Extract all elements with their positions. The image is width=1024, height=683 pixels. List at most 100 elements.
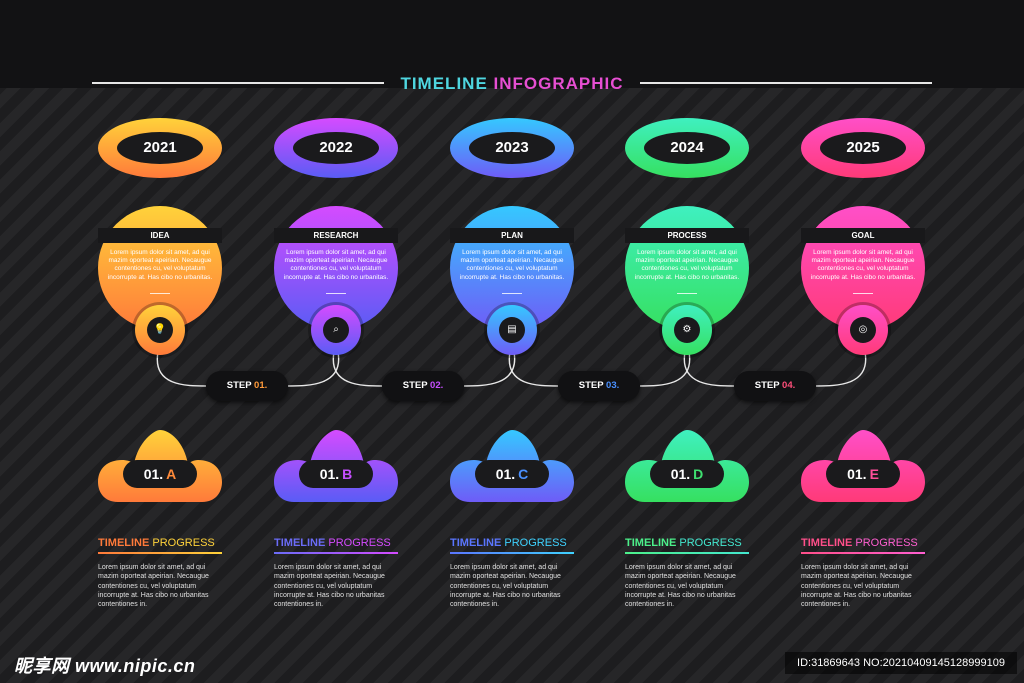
progress-heading-b: PROGRESS [679,537,742,549]
milestone-label: IDEA [150,231,170,240]
code-number: 01. [495,466,516,482]
step-word: STEP [754,380,780,391]
progress-heading: TIMELINE PROGRESS [801,537,925,549]
clipboard-icon: ▤ [499,317,525,343]
progress-underline [274,552,398,554]
milestone-text: Lorem ipsum dolor sit amet, ad qui mazim… [107,249,213,281]
progress-heading-b: PROGRESS [152,537,215,549]
progress-underline [450,552,574,554]
milestone-label-band [274,228,398,243]
year-label: 2022 [293,132,379,164]
milestone-text: Lorem ipsum dolor sit amet, ad qui mazim… [634,249,740,281]
connector-right-3 [639,351,691,387]
connector-left-4 [683,351,735,387]
code-letter: A [166,466,177,482]
watermark-id-text: ID:31869643 NO:20210409145128999109 [785,652,1017,674]
milestone-divider [853,293,873,294]
code-letter: C [518,466,529,482]
milestone-text: Lorem ipsum dolor sit amet, ad qui mazim… [459,249,565,281]
year-label: 2025 [820,132,906,164]
progress-heading: TIMELINE PROGRESS [450,537,574,549]
milestone-label: PLAN [501,231,523,240]
code-number: 01. [847,466,867,482]
progress-heading: TIMELINE PROGRESS [625,537,749,549]
progress-heading-b: PROGRESS [504,537,567,549]
connector-left-1 [156,351,207,387]
progress-heading: TIMELINE PROGRESS [274,537,398,549]
progress-description: Lorem ipsum dolor sit amet, ad qui mazim… [274,564,385,609]
milestone-label: RESEARCH [313,231,359,240]
step-word: STEP [402,380,428,391]
milestone-label-band [625,228,749,243]
step-pill-4: STEP 04. [734,371,816,401]
milestone-label-band [801,228,925,243]
step-number: 04. [782,380,796,391]
code-badge: 01. E [826,460,900,488]
striped-background [0,88,1024,683]
step-number: 02. [430,380,444,391]
step-word: STEP [578,380,604,391]
connector-right-1 [287,351,340,387]
step-number: 01. [254,380,268,391]
milestone-label: GOAL [851,231,875,240]
progress-heading-a: TIMELINE [625,537,677,549]
code-number: 01. [670,466,691,482]
page-title: TIMELINE INFOGRAPHIC [0,74,1024,94]
code-badge: 01. D [650,460,724,488]
milestone-card-2: 2022 RESEARCH Lorem ipsum dolor sit amet… [248,0,424,683]
milestone-card-1: 2021 IDEA Lorem ipsum dolor sit amet, ad… [72,0,248,683]
magnifier-icon: ⌕ [323,317,349,343]
milestone-label-band [450,228,574,243]
progress-underline [625,552,749,554]
milestone-divider [502,293,522,294]
progress-description: Lorem ipsum dolor sit amet, ad qui mazim… [625,564,736,609]
code-letter: D [693,466,704,482]
step-pill-1: STEP 01. [206,371,288,401]
title-part-2: INFOGRAPHIC [493,74,624,93]
title-rule-right [640,82,932,84]
step-number: 03. [606,380,620,391]
title-rule-left [92,82,384,84]
connector-right-2 [463,351,516,387]
progress-underline [98,552,222,554]
step-pill-2: STEP 02. [382,371,464,401]
step-pill-3: STEP 03. [558,371,640,401]
title-part-1: TIMELINE [400,74,488,93]
code-badge: 01. B [299,460,373,488]
code-badge: 01. C [475,460,549,488]
target-icon: ◎ [850,317,876,343]
progress-heading-a: TIMELINE [274,537,326,549]
progress-description: Lorem ipsum dolor sit amet, ad qui mazim… [801,564,912,609]
progress-heading-a: TIMELINE [450,537,502,549]
watermark-logo-text: 昵享网 www.nipic.cn [14,656,196,676]
connector-right-4 [815,351,867,387]
step-word: STEP [226,380,252,391]
connector-left-3 [508,351,559,387]
progress-description: Lorem ipsum dolor sit amet, ad qui mazim… [450,564,561,609]
progress-heading-b: PROGRESS [855,537,918,549]
milestone-card-4: 2024 PROCESS Lorem ipsum dolor sit amet,… [599,0,775,683]
code-letter: E [869,466,879,482]
milestone-divider [326,293,346,294]
code-letter: B [342,466,353,482]
progress-heading-b: PROGRESS [328,537,391,549]
lightbulb-icon: 💡 [147,317,173,343]
connector-left-2 [332,351,383,387]
milestone-divider [677,293,697,294]
year-label: 2023 [469,132,555,164]
year-label: 2024 [644,132,730,164]
milestone-label-band [98,228,222,243]
progress-heading: TIMELINE PROGRESS [98,537,222,549]
milestone-divider [150,293,170,294]
milestone-text: Lorem ipsum dolor sit amet, ad qui mazim… [283,249,389,281]
gear-icon: ⚙ [674,317,700,343]
milestone-card-5: 2025 GOAL Lorem ipsum dolor sit amet, ad… [775,0,951,683]
milestone-card-3: 2023 PLAN Lorem ipsum dolor sit amet, ad… [424,0,600,683]
milestone-text: Lorem ipsum dolor sit amet, ad qui mazim… [810,249,916,281]
code-number: 01. [143,466,164,482]
progress-heading-a: TIMELINE [801,537,853,549]
progress-heading-a: TIMELINE [98,537,150,549]
year-label: 2021 [117,132,203,164]
